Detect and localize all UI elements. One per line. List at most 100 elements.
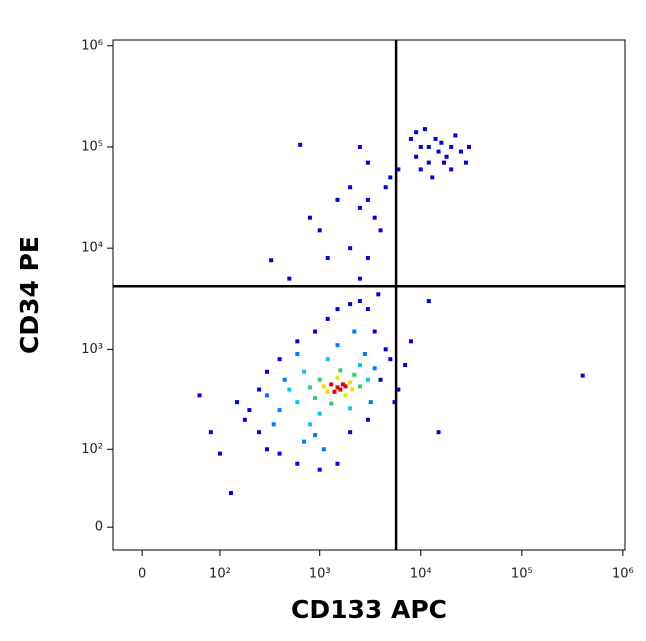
event-point <box>449 144 454 149</box>
event-point <box>348 430 353 435</box>
x-tick-label: 10⁶ <box>612 567 634 582</box>
event-point <box>317 228 322 233</box>
event-point <box>433 136 438 141</box>
event-point <box>418 167 423 172</box>
event-point <box>269 258 274 263</box>
x-tick-label: 10³ <box>309 567 331 582</box>
event-point <box>317 411 322 416</box>
event-point <box>383 347 388 352</box>
event-point <box>313 329 318 334</box>
event-point <box>426 144 431 149</box>
event-point <box>329 382 334 387</box>
event-point <box>307 422 312 427</box>
event-point <box>277 408 282 413</box>
event-point <box>365 197 370 202</box>
event-point <box>357 384 362 389</box>
event-point <box>408 136 413 141</box>
event-point <box>228 491 233 496</box>
event-point <box>265 369 270 374</box>
event-point <box>287 387 292 392</box>
event-point <box>343 384 348 389</box>
event-point <box>365 255 370 260</box>
x-axis-title: CD133 APC <box>291 595 447 624</box>
event-point <box>396 167 401 172</box>
event-point <box>335 307 340 312</box>
event-point <box>418 144 423 149</box>
event-point <box>340 382 345 387</box>
event-point <box>348 185 353 190</box>
event-point <box>357 276 362 281</box>
event-point <box>217 451 222 456</box>
event-point <box>335 376 340 381</box>
event-point <box>325 316 330 321</box>
event-point <box>257 387 262 392</box>
event-point <box>335 385 340 390</box>
event-point <box>271 422 276 427</box>
event-point <box>357 299 362 304</box>
event-point <box>335 343 340 348</box>
event-point <box>426 299 431 304</box>
event-point <box>444 154 449 159</box>
event-point <box>277 451 282 456</box>
event-point <box>257 430 262 435</box>
event-point <box>392 400 397 405</box>
y-tick-label: 10⁴ <box>81 241 103 256</box>
event-point <box>436 430 441 435</box>
y-tick-label: 10³ <box>81 342 103 357</box>
event-point <box>295 339 300 344</box>
event-point <box>242 417 247 422</box>
x-tick-label: 10² <box>209 567 231 582</box>
event-point <box>378 377 383 382</box>
event-point <box>348 406 353 411</box>
event-point <box>458 149 463 154</box>
event-point <box>449 167 454 172</box>
event-point <box>378 228 383 233</box>
event-point <box>357 205 362 210</box>
event-point <box>325 389 330 394</box>
event-point <box>295 351 300 356</box>
event-point <box>463 160 468 165</box>
y-tick-label: 0 <box>95 520 103 535</box>
event-point <box>302 369 307 374</box>
event-point <box>350 387 355 392</box>
event-point <box>352 372 357 377</box>
x-tick-label: 10⁵ <box>511 567 533 582</box>
event-point <box>362 351 367 356</box>
event-point <box>321 384 326 389</box>
event-point <box>329 401 334 406</box>
event-point <box>298 142 303 147</box>
event-point <box>352 329 357 334</box>
event-point <box>348 302 353 307</box>
event-point <box>422 127 427 132</box>
event-point <box>426 160 431 165</box>
event-point <box>365 377 370 382</box>
event-point <box>313 433 318 438</box>
event-point <box>357 144 362 149</box>
event-point <box>348 380 353 385</box>
event-point <box>335 197 340 202</box>
event-point <box>439 140 444 145</box>
event-point <box>317 377 322 382</box>
event-point <box>307 385 312 390</box>
event-point <box>414 130 419 135</box>
event-point <box>197 393 202 398</box>
event-point <box>388 357 393 362</box>
event-point <box>372 329 377 334</box>
event-point <box>295 400 300 405</box>
event-point <box>372 215 377 220</box>
event-point <box>357 363 362 368</box>
event-point <box>325 357 330 362</box>
event-point <box>430 175 435 180</box>
event-point <box>368 400 373 405</box>
event-point <box>235 400 240 405</box>
event-point <box>332 389 337 394</box>
event-point <box>338 387 343 392</box>
event-point <box>307 215 312 220</box>
event-point <box>376 292 381 297</box>
event-point <box>466 144 471 149</box>
x-tick-label: 0 <box>138 567 146 582</box>
event-point <box>338 368 343 373</box>
event-point <box>277 357 282 362</box>
y-axis-title: CD34 PE <box>15 236 44 354</box>
